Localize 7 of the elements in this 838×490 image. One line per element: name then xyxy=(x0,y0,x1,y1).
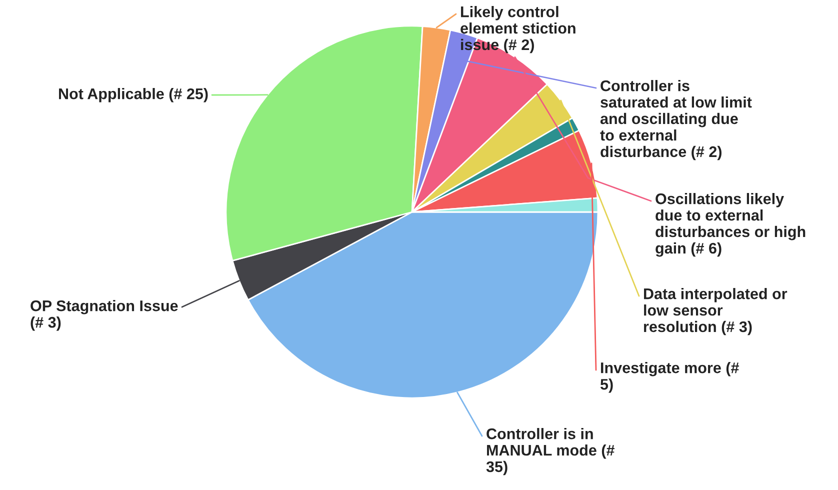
slice-label: OP Stagnation Issue (# 3) xyxy=(30,300,178,331)
slice-label: Oscillations likely due to external disturbances or high gain (# 6) xyxy=(656,193,806,257)
slice-label: Data interpolated or low sensor resolution (# 3) xyxy=(644,288,788,336)
slice-label: Investigate more (# 5) xyxy=(600,362,739,393)
slice-label: Controller is saturated at low limit and oscillating due to external disturbance (# 2) xyxy=(600,80,752,160)
slice-label: Controller is in MANUAL mode (# 35) xyxy=(486,428,614,476)
slice-label: Not Applicable (# 25) xyxy=(59,88,208,102)
